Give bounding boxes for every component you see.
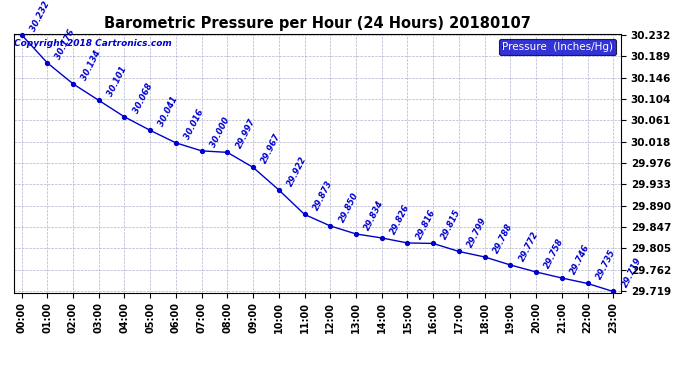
Text: 29.826: 29.826: [388, 203, 411, 236]
Text: 29.873: 29.873: [311, 179, 334, 212]
Text: 29.735: 29.735: [595, 248, 618, 281]
Title: Barometric Pressure per Hour (24 Hours) 20180107: Barometric Pressure per Hour (24 Hours) …: [104, 16, 531, 31]
Text: 29.997: 29.997: [235, 117, 257, 150]
Text: 29.788: 29.788: [491, 222, 514, 255]
Text: 29.799: 29.799: [466, 216, 489, 249]
Text: 30.016: 30.016: [183, 108, 206, 141]
Text: 30.134: 30.134: [80, 49, 103, 82]
Text: 30.068: 30.068: [131, 82, 154, 115]
Text: 29.834: 29.834: [363, 199, 386, 232]
Text: 29.772: 29.772: [518, 230, 540, 263]
Text: 30.232: 30.232: [28, 0, 51, 33]
Text: 29.719: 29.719: [620, 256, 643, 290]
Text: 30.041: 30.041: [157, 95, 180, 128]
Text: 29.850: 29.850: [337, 191, 360, 224]
Legend: Pressure  (Inches/Hg): Pressure (Inches/Hg): [499, 39, 615, 55]
Text: 29.758: 29.758: [543, 237, 566, 270]
Text: 29.967: 29.967: [260, 132, 283, 165]
Text: Copyright 2018 Cartronics.com: Copyright 2018 Cartronics.com: [14, 39, 173, 48]
Text: 29.922: 29.922: [286, 155, 308, 188]
Text: 29.746: 29.746: [569, 243, 591, 276]
Text: 30.000: 30.000: [208, 116, 231, 149]
Text: 29.815: 29.815: [440, 208, 463, 241]
Text: 30.101: 30.101: [106, 65, 128, 98]
Text: 29.816: 29.816: [415, 208, 437, 241]
Text: 30.176: 30.176: [55, 28, 77, 61]
